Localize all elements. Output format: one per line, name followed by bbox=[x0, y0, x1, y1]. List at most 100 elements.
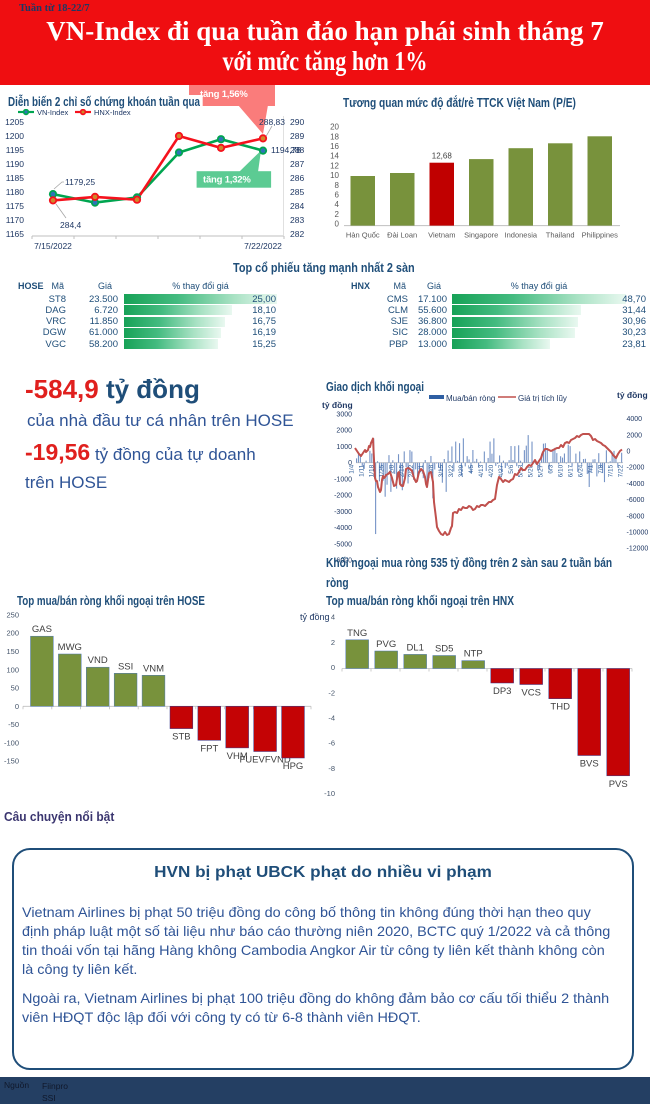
svg-text:3/29: 3/29 bbox=[458, 464, 465, 477]
svg-text:6/10: 6/10 bbox=[558, 464, 565, 477]
svg-text:VN-Index: VN-Index bbox=[37, 108, 69, 117]
svg-text:SD5: SD5 bbox=[435, 644, 453, 655]
svg-text:100: 100 bbox=[6, 665, 19, 674]
svg-text:18: 18 bbox=[330, 132, 339, 141]
svg-text:7/22/2022: 7/22/2022 bbox=[244, 241, 282, 251]
svg-text:6: 6 bbox=[335, 191, 340, 200]
svg-text:tỷ đồng: tỷ đồng bbox=[617, 390, 648, 400]
svg-text:-12000: -12000 bbox=[627, 546, 649, 553]
svg-text:-6000: -6000 bbox=[334, 558, 352, 565]
svg-text:3000: 3000 bbox=[336, 412, 352, 419]
svg-text:0: 0 bbox=[627, 449, 631, 456]
svg-text:5/13: 5/13 bbox=[518, 464, 525, 477]
svg-text:7/8: 7/8 bbox=[597, 464, 604, 473]
svg-text:5/20: 5/20 bbox=[528, 464, 535, 477]
svg-text:0: 0 bbox=[348, 460, 352, 467]
svg-text:3/22: 3/22 bbox=[448, 464, 455, 477]
svg-text:284: 284 bbox=[290, 201, 304, 211]
svg-text:-4000: -4000 bbox=[334, 525, 352, 532]
svg-text:1205: 1205 bbox=[5, 117, 24, 127]
svg-text:-5000: -5000 bbox=[334, 541, 352, 548]
svg-text:VCS: VCS bbox=[521, 688, 541, 699]
svg-text:tỷ đồng: tỷ đồng bbox=[322, 400, 353, 410]
svg-text:-6000: -6000 bbox=[627, 497, 645, 504]
svg-text:-150: -150 bbox=[4, 757, 19, 766]
svg-text:8: 8 bbox=[335, 181, 340, 190]
svg-text:-10000: -10000 bbox=[627, 530, 649, 537]
svg-text:7/15: 7/15 bbox=[607, 464, 614, 477]
svg-text:3/15: 3/15 bbox=[438, 464, 445, 477]
svg-text:FPT: FPT bbox=[200, 743, 218, 754]
svg-text:1/4: 1/4 bbox=[349, 464, 356, 473]
svg-text:FUEVFVND: FUEVFVND bbox=[239, 755, 290, 766]
svg-text:288: 288 bbox=[290, 145, 304, 155]
svg-text:285: 285 bbox=[290, 187, 304, 197]
svg-text:DL1: DL1 bbox=[406, 642, 423, 653]
svg-text:VND: VND bbox=[88, 655, 108, 666]
svg-text:-1000: -1000 bbox=[334, 476, 352, 483]
svg-text:Singapore: Singapore bbox=[464, 231, 498, 240]
svg-text:1194,78: 1194,78 bbox=[271, 145, 301, 155]
svg-text:-4: -4 bbox=[328, 714, 335, 723]
svg-text:BVS: BVS bbox=[580, 759, 599, 770]
svg-text:4/27: 4/27 bbox=[498, 464, 505, 477]
svg-text:3/8: 3/8 bbox=[428, 464, 435, 473]
svg-text:-8000: -8000 bbox=[627, 513, 645, 520]
svg-text:1185: 1185 bbox=[6, 173, 25, 183]
svg-text:0: 0 bbox=[15, 702, 19, 711]
svg-text:4: 4 bbox=[331, 613, 335, 622]
svg-text:2: 2 bbox=[331, 638, 335, 647]
svg-text:289: 289 bbox=[290, 131, 304, 141]
svg-text:200: 200 bbox=[6, 629, 19, 638]
svg-text:Philippines: Philippines bbox=[582, 231, 619, 240]
svg-text:Giá trị tích lũy: Giá trị tích lũy bbox=[518, 394, 567, 403]
svg-text:2000: 2000 bbox=[627, 432, 643, 439]
svg-text:1165: 1165 bbox=[6, 229, 25, 239]
svg-text:Đài Loan: Đài Loan bbox=[387, 231, 417, 240]
svg-text:1200: 1200 bbox=[5, 131, 24, 141]
svg-text:0: 0 bbox=[335, 220, 340, 229]
svg-text:7/22: 7/22 bbox=[617, 464, 624, 477]
svg-text:-4000: -4000 bbox=[627, 481, 645, 488]
svg-text:DP3: DP3 bbox=[493, 686, 511, 697]
svg-text:VNM: VNM bbox=[143, 663, 164, 674]
svg-text:4000: 4000 bbox=[627, 416, 643, 423]
svg-text:-3000: -3000 bbox=[334, 509, 352, 516]
svg-text:Vietnam: Vietnam bbox=[428, 231, 455, 240]
svg-text:-50: -50 bbox=[8, 720, 19, 729]
svg-text:5/6: 5/6 bbox=[508, 464, 515, 473]
svg-text:16: 16 bbox=[330, 142, 339, 151]
svg-text:-2000: -2000 bbox=[334, 493, 352, 500]
svg-text:12: 12 bbox=[330, 161, 339, 170]
svg-text:10: 10 bbox=[330, 171, 339, 180]
svg-text:GAS: GAS bbox=[32, 624, 52, 635]
svg-text:1195: 1195 bbox=[6, 145, 25, 155]
svg-text:TNG: TNG bbox=[347, 628, 367, 639]
svg-text:-6: -6 bbox=[328, 739, 335, 748]
svg-text:286: 286 bbox=[290, 173, 304, 183]
svg-text:HPG: HPG bbox=[283, 761, 304, 772]
svg-text:6/17: 6/17 bbox=[568, 464, 575, 477]
svg-text:2000: 2000 bbox=[336, 428, 352, 435]
svg-text:-2: -2 bbox=[328, 688, 335, 697]
svg-text:150: 150 bbox=[6, 647, 19, 656]
svg-text:PVG: PVG bbox=[376, 639, 396, 650]
svg-text:287: 287 bbox=[290, 159, 304, 169]
svg-text:14: 14 bbox=[330, 152, 339, 161]
svg-text:250: 250 bbox=[6, 611, 19, 620]
svg-text:283: 283 bbox=[290, 215, 304, 225]
svg-text:-100: -100 bbox=[4, 738, 19, 747]
svg-text:4/5: 4/5 bbox=[468, 464, 475, 473]
svg-text:4: 4 bbox=[335, 200, 340, 209]
svg-text:282: 282 bbox=[290, 229, 304, 239]
svg-text:20: 20 bbox=[330, 123, 339, 132]
svg-text:288,83: 288,83 bbox=[259, 117, 285, 127]
svg-text:tăng 1,56%: tăng 1,56% bbox=[200, 89, 248, 100]
svg-text:Thailand: Thailand bbox=[546, 231, 575, 240]
svg-text:PVS: PVS bbox=[609, 779, 628, 790]
svg-text:6/3: 6/3 bbox=[548, 464, 555, 473]
svg-text:-10: -10 bbox=[324, 789, 335, 798]
svg-text:7/15/2022: 7/15/2022 bbox=[34, 241, 72, 251]
svg-text:1175: 1175 bbox=[6, 201, 25, 211]
svg-text:1/18: 1/18 bbox=[368, 464, 375, 477]
